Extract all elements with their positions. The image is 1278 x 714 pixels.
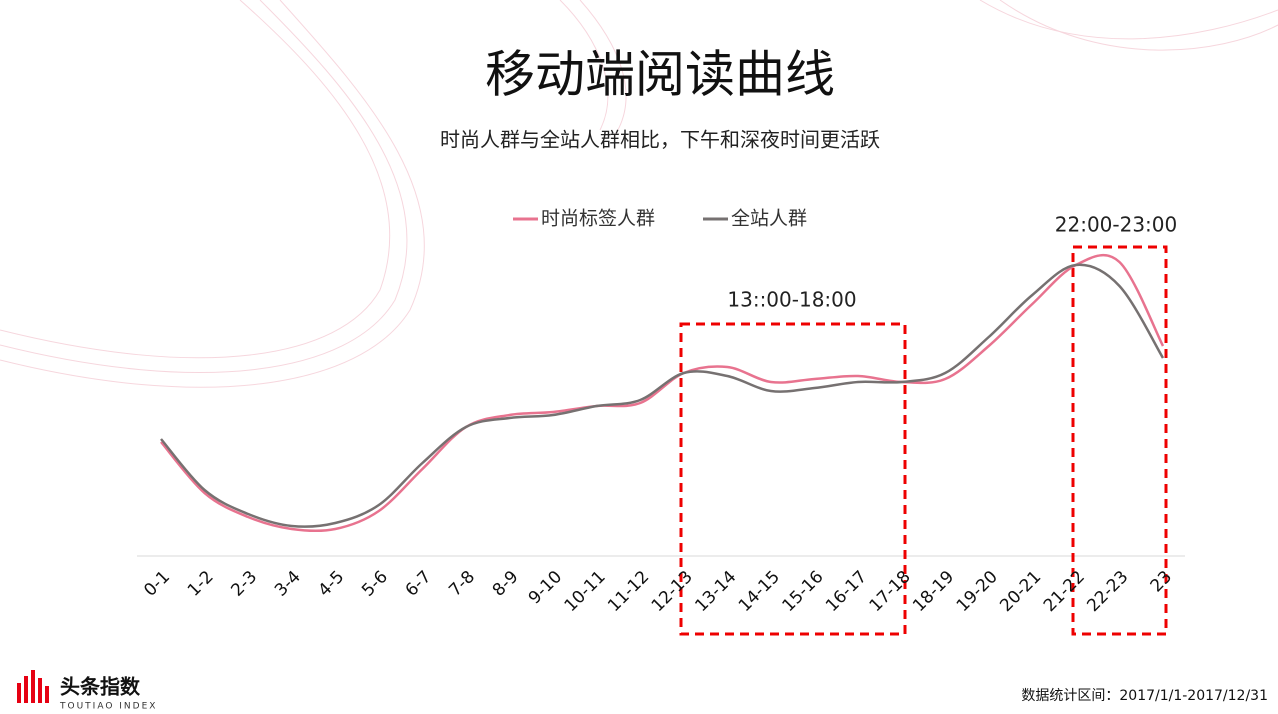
x-tick-label: 15-16	[778, 567, 827, 616]
x-tick-label: 4-5	[315, 567, 349, 601]
logo-bar	[31, 670, 35, 703]
x-tick-label: 5-6	[358, 567, 392, 601]
x-tick-label: 0-1	[140, 567, 174, 601]
logo-bar	[45, 686, 49, 703]
logo: 头条指数 TOUTIAO INDEX	[17, 670, 157, 712]
highlight-box	[679, 322, 907, 636]
chart-subtitle: 时尚人群与全站人群相比，下午和深夜时间更活跃	[440, 128, 880, 152]
x-tick-label: 1-2	[184, 567, 218, 601]
legend-label: 全站人群	[731, 208, 807, 230]
annotation: 22:00-23:00	[1055, 213, 1178, 237]
x-tick-label: 22-23	[1083, 567, 1132, 616]
x-tick-label: 19-20	[953, 567, 1002, 616]
x-tick-label: 2-3	[227, 567, 261, 601]
x-tick-label: 18-19	[909, 567, 958, 616]
x-tick-label: 21-22	[1040, 567, 1089, 616]
x-tick-label: 14-15	[735, 567, 784, 616]
logo-sub: TOUTIAO INDEX	[59, 702, 157, 712]
annotation: 13::00-18:00	[727, 288, 856, 312]
x-tick-label: 16-17	[822, 567, 871, 616]
x-tick-label: 23	[1147, 567, 1176, 596]
logo-bar	[17, 683, 21, 703]
logo-name: 头条指数	[60, 675, 141, 699]
background-swirl	[0, 0, 1278, 388]
logo-bar	[38, 678, 42, 703]
legend-label: 时尚标签人群	[541, 208, 655, 230]
series-line	[160, 253, 1165, 533]
x-tick-label: 20-21	[996, 567, 1045, 616]
x-tick-label: 8-9	[489, 567, 523, 601]
x-tick-label: 6-7	[402, 567, 436, 601]
x-tick-label: 10-11	[561, 567, 610, 616]
x-tick-label: 3-4	[271, 567, 305, 601]
logo-bar	[24, 676, 28, 703]
x-tick-label: 12-13	[648, 567, 697, 616]
x-tick-label: 17-18	[866, 567, 915, 616]
series-line	[160, 263, 1165, 528]
x-tick-label: 11-12	[604, 567, 653, 616]
x-tick-label: 13-14	[691, 567, 740, 616]
x-tick-label: 7-8	[445, 567, 479, 601]
footer: 数据统计区间：2017/1/1-2017/12/31	[1021, 688, 1268, 704]
chart-title: 移动端阅读曲线	[485, 46, 835, 104]
highlight-box	[1071, 245, 1168, 636]
